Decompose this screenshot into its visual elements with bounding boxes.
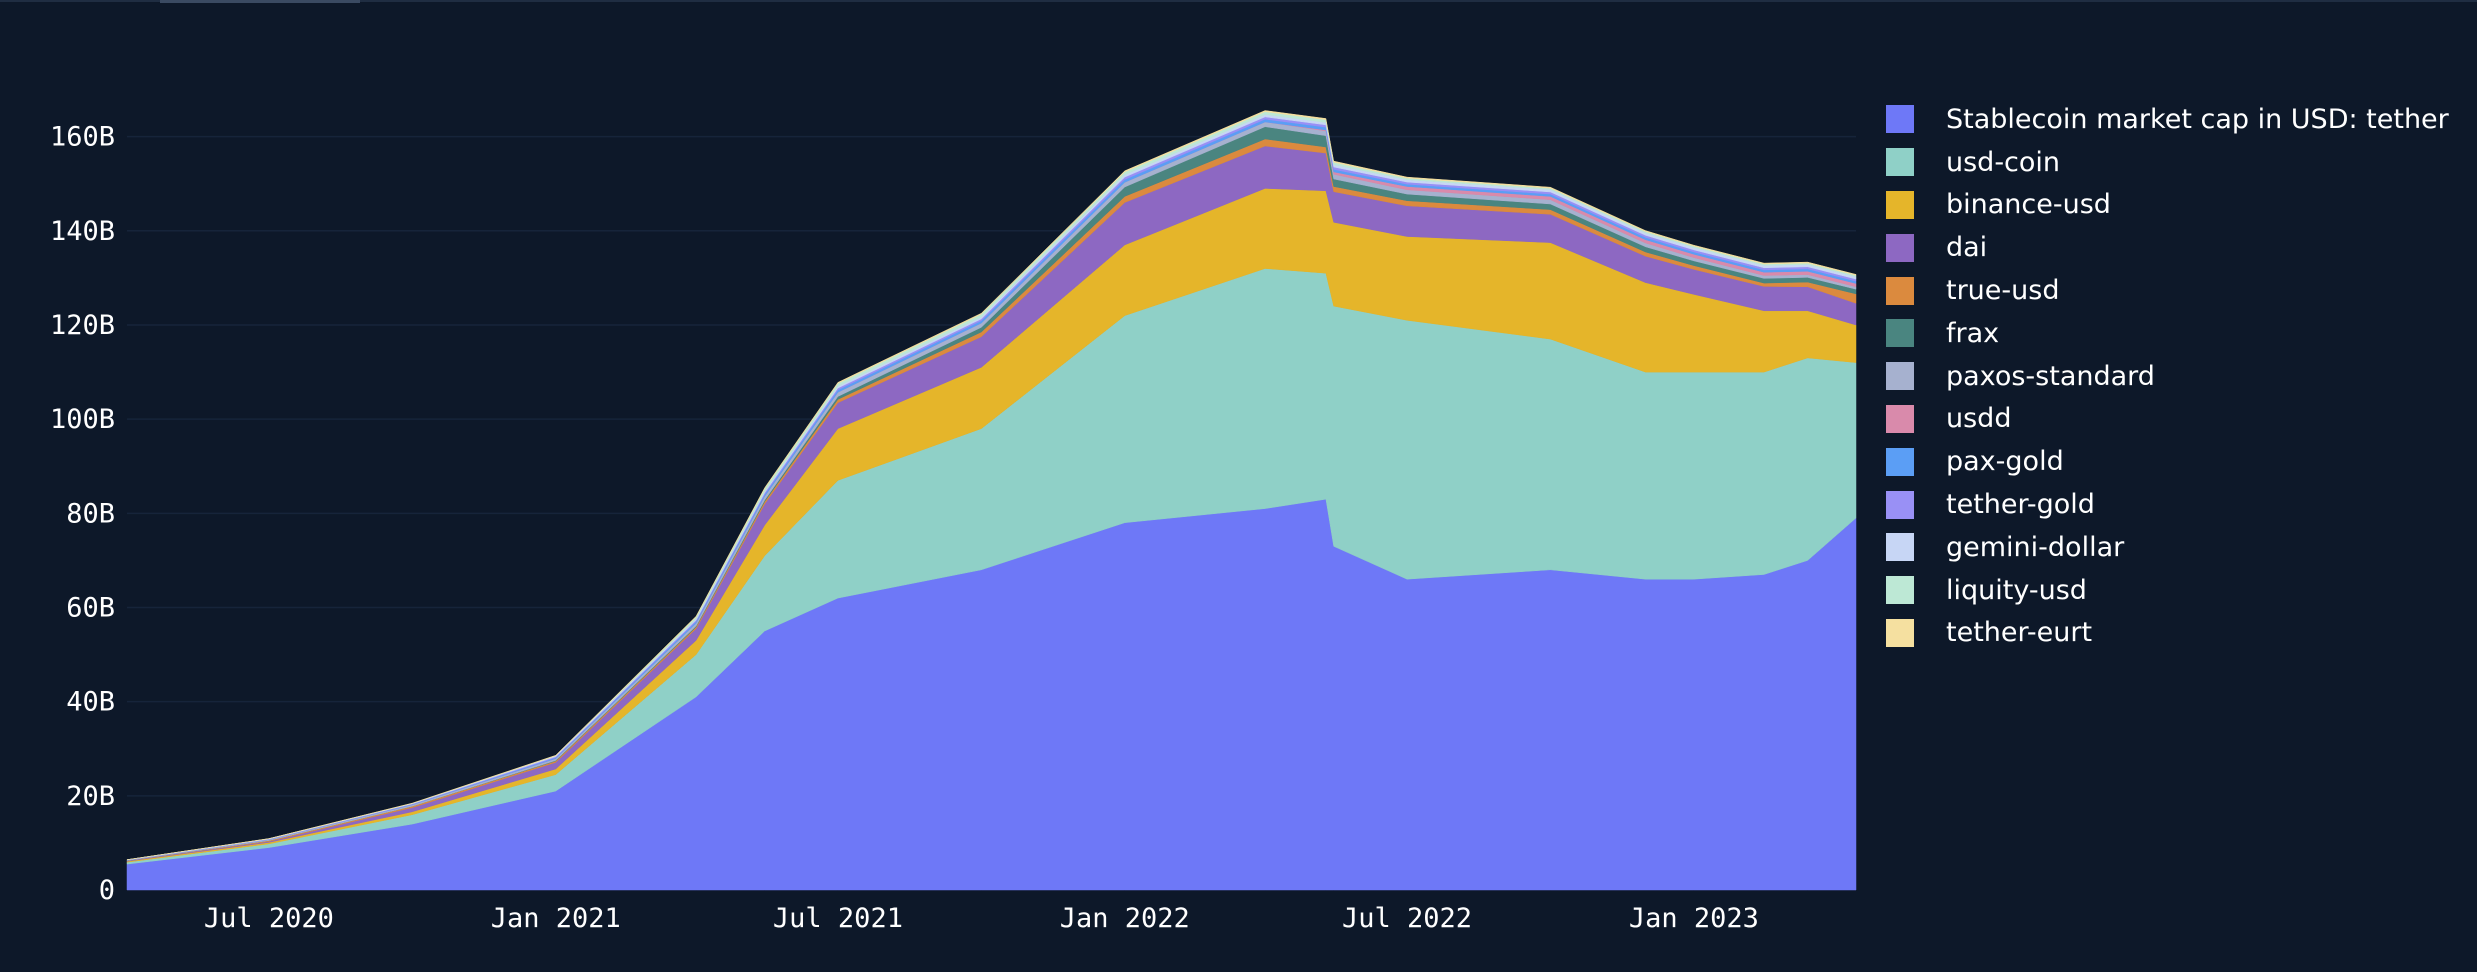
legend-label: tether-gold <box>1946 489 2095 521</box>
legend-swatch <box>1886 362 1914 391</box>
legend-swatch <box>1886 490 1914 519</box>
y-axis: 0 20B 40B 60B 80B 100B 120B 140B 160B <box>50 122 115 906</box>
legend-item[interactable]: tether-eurt <box>1886 612 2449 655</box>
legend-swatch <box>1886 319 1914 348</box>
y-tick-label: 140B <box>50 216 115 247</box>
legend-swatch <box>1886 576 1914 605</box>
x-tick-label: Jul 2022 <box>1342 903 1472 934</box>
legend-label: Stablecoin market cap in USD: tether <box>1946 103 2449 135</box>
legend-item[interactable]: paxos-standard <box>1886 355 2449 398</box>
y-tick-label: 60B <box>66 592 115 623</box>
legend-swatch <box>1886 533 1914 562</box>
legend-item[interactable]: gemini-dollar <box>1886 526 2449 569</box>
y-tick-label: 0 <box>99 875 115 906</box>
legend-swatch <box>1886 404 1914 433</box>
legend-label: frax <box>1946 317 2000 349</box>
legend-item[interactable]: binance-usd <box>1886 184 2449 227</box>
legend-swatch <box>1886 233 1914 262</box>
legend-swatch <box>1886 190 1914 219</box>
legend-swatch <box>1886 447 1914 476</box>
legend-label: paxos-standard <box>1946 360 2155 392</box>
legend-item[interactable]: true-usd <box>1886 269 2449 312</box>
legend-item[interactable]: usd-coin <box>1886 141 2449 184</box>
y-tick-label: 160B <box>50 122 115 153</box>
series-areas <box>126 110 1857 891</box>
y-tick-label: 120B <box>50 310 115 341</box>
legend-item[interactable]: usdd <box>1886 398 2449 441</box>
legend-item[interactable]: tether-gold <box>1886 483 2449 526</box>
legend-item[interactable]: dai <box>1886 226 2449 269</box>
x-tick-label: Jul 2020 <box>204 903 334 934</box>
x-tick-label: Jan 2021 <box>491 903 621 934</box>
legend-item[interactable]: Stablecoin market cap in USD: tether <box>1886 98 2449 141</box>
legend-item[interactable]: liquity-usd <box>1886 569 2449 612</box>
x-tick-label: Jan 2022 <box>1060 903 1190 934</box>
legend-label: liquity-usd <box>1946 574 2087 606</box>
legend-swatch <box>1886 148 1914 177</box>
legend-swatch <box>1886 276 1914 305</box>
series-area-tether-eurt <box>126 110 1857 860</box>
x-tick-label: Jan 2023 <box>1629 903 1759 934</box>
legend-label: true-usd <box>1946 275 2060 307</box>
legend-item[interactable]: pax-gold <box>1886 440 2449 483</box>
legend-label: gemini-dollar <box>1946 531 2125 563</box>
legend-swatch <box>1886 618 1914 647</box>
y-tick-label: 20B <box>66 781 115 812</box>
y-tick-label: 40B <box>66 687 115 718</box>
legend-label: usd-coin <box>1946 146 2061 178</box>
legend-label: binance-usd <box>1946 189 2111 221</box>
y-tick-label: 80B <box>66 498 115 529</box>
legend-label: tether-eurt <box>1946 617 2093 649</box>
legend: Stablecoin market cap in USD: tether usd-… <box>1886 98 2449 654</box>
legend-label: dai <box>1946 232 1988 264</box>
legend-swatch <box>1886 105 1914 134</box>
x-tick-label: Jul 2021 <box>773 903 903 934</box>
x-axis: Jul 2020 Jan 2021 Jul 2021 Jan 2022 Jul 2022… <box>204 903 1759 934</box>
legend-item[interactable]: frax <box>1886 312 2449 355</box>
legend-label: pax-gold <box>1946 446 2064 478</box>
tab-indicator <box>160 0 360 3</box>
legend-label: usdd <box>1946 403 2012 435</box>
y-tick-label: 100B <box>50 404 115 435</box>
